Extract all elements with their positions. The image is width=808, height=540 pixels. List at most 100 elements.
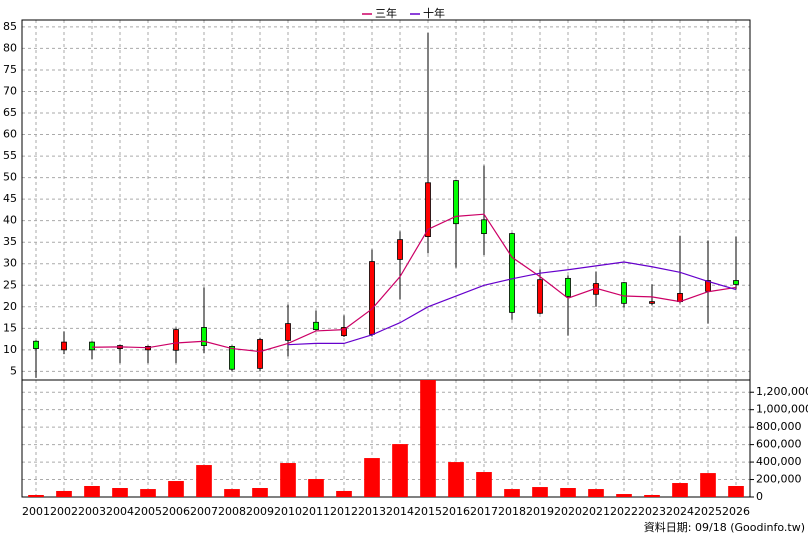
volume-bar	[224, 489, 240, 497]
x-tick-label: 2015	[414, 505, 442, 518]
ma-line	[91, 213, 737, 353]
source-note: 資料日期: 09/18 (Goodinfo.tw)	[644, 520, 805, 534]
x-tick-label: 2023	[638, 505, 666, 518]
y-tick-label: 70	[3, 84, 17, 97]
candle-body	[649, 301, 655, 304]
ma-line	[287, 261, 737, 346]
x-tick-label: 2019	[526, 505, 554, 518]
x-tick-label: 2014	[386, 505, 414, 518]
y-tick-label: 80	[3, 41, 17, 54]
candle-body	[621, 282, 627, 304]
volume-bar	[252, 488, 268, 497]
volume-bar	[196, 465, 212, 497]
x-tick-label: 2011	[302, 505, 330, 518]
legend-label: 十年	[423, 6, 445, 20]
candle-body	[229, 346, 235, 370]
candle-body	[201, 327, 207, 346]
volume-bar	[644, 494, 660, 497]
x-tick-label: 2009	[246, 505, 274, 518]
volume-bar	[616, 494, 632, 497]
volume-bar	[84, 485, 100, 497]
candle-body	[425, 182, 431, 238]
volume-bar	[672, 483, 688, 497]
y-tick-label: 10	[3, 343, 17, 356]
volume-bar	[700, 473, 716, 497]
candle-body	[509, 233, 515, 313]
legend-label: 三年	[375, 6, 397, 20]
candle-body	[257, 339, 263, 369]
candle-body	[481, 219, 487, 234]
volume-bar	[420, 380, 436, 497]
volume-bar	[364, 458, 380, 497]
x-tick-label: 2003	[78, 505, 106, 518]
y2-tick-label: 1,000,000	[756, 403, 808, 416]
x-tick-label: 2020	[554, 505, 582, 518]
candle-body	[537, 279, 543, 314]
x-tick-label: 2025	[694, 505, 722, 518]
y-tick-label: 25	[3, 278, 17, 291]
candle-body	[173, 329, 179, 351]
x-tick-label: 2002	[50, 505, 78, 518]
x-tick-label: 2008	[218, 505, 246, 518]
y-tick-label: 40	[3, 214, 17, 227]
y-tick-label: 5	[10, 364, 17, 377]
volume-bar	[476, 472, 492, 497]
volume-bar	[280, 463, 296, 497]
x-tick-label: 2013	[358, 505, 386, 518]
x-tick-label: 2005	[134, 505, 162, 518]
candle-body	[89, 341, 95, 351]
x-tick-label: 2010	[274, 505, 302, 518]
x-tick-label: 2026	[722, 505, 750, 518]
y-tick-label: 60	[3, 128, 17, 141]
y-tick-label: 30	[3, 257, 17, 270]
y-tick-label: 20	[3, 300, 17, 313]
y-tick-label: 55	[3, 149, 17, 162]
candle-body	[285, 323, 291, 341]
x-tick-label: 2007	[190, 505, 218, 518]
x-tick-label: 2024	[666, 505, 694, 518]
y2-tick-label: 1,200,000	[756, 385, 808, 398]
y2-tick-label: 600,000	[756, 438, 802, 451]
candle-body	[453, 180, 459, 225]
volume-bar	[56, 490, 72, 497]
y-tick-label: 45	[3, 192, 17, 205]
y2-tick-label: 400,000	[756, 455, 802, 468]
y-tick-label: 85	[3, 20, 17, 33]
volume-bar	[504, 489, 520, 497]
volume-bar	[336, 490, 352, 497]
volume-bar	[392, 444, 408, 497]
candle-body	[369, 261, 375, 335]
y-tick-label: 35	[3, 235, 17, 248]
volume-bar	[308, 479, 324, 497]
candle-body	[397, 239, 403, 260]
x-tick-label: 2018	[498, 505, 526, 518]
y-tick-label: 50	[3, 171, 17, 184]
candle-body	[341, 327, 347, 337]
candle-body	[33, 340, 39, 349]
volume-bar	[532, 487, 548, 497]
y2-tick-label: 800,000	[756, 420, 802, 433]
volume-bar	[560, 488, 576, 497]
volume-bar	[448, 462, 464, 497]
candle-body	[313, 321, 319, 331]
x-tick-label: 2006	[162, 505, 190, 518]
volume-bar	[168, 481, 184, 497]
y-tick-label: 65	[3, 106, 17, 119]
plot-frame	[21, 19, 751, 498]
volume-bar	[140, 489, 156, 497]
candle-body	[61, 341, 67, 351]
y2-tick-label: 0	[756, 490, 763, 503]
y-tick-label: 75	[3, 63, 17, 76]
y2-tick-label: 200,000	[756, 473, 802, 486]
x-tick-label: 2012	[330, 505, 358, 518]
volume-bar	[588, 489, 604, 497]
x-tick-label: 2021	[582, 505, 610, 518]
y-tick-label: 15	[3, 321, 17, 334]
candle-body	[565, 277, 571, 297]
x-tick-label: 2001	[22, 505, 50, 518]
candle-body	[733, 280, 739, 285]
volume-bar	[112, 488, 128, 497]
x-tick-label: 2017	[470, 505, 498, 518]
